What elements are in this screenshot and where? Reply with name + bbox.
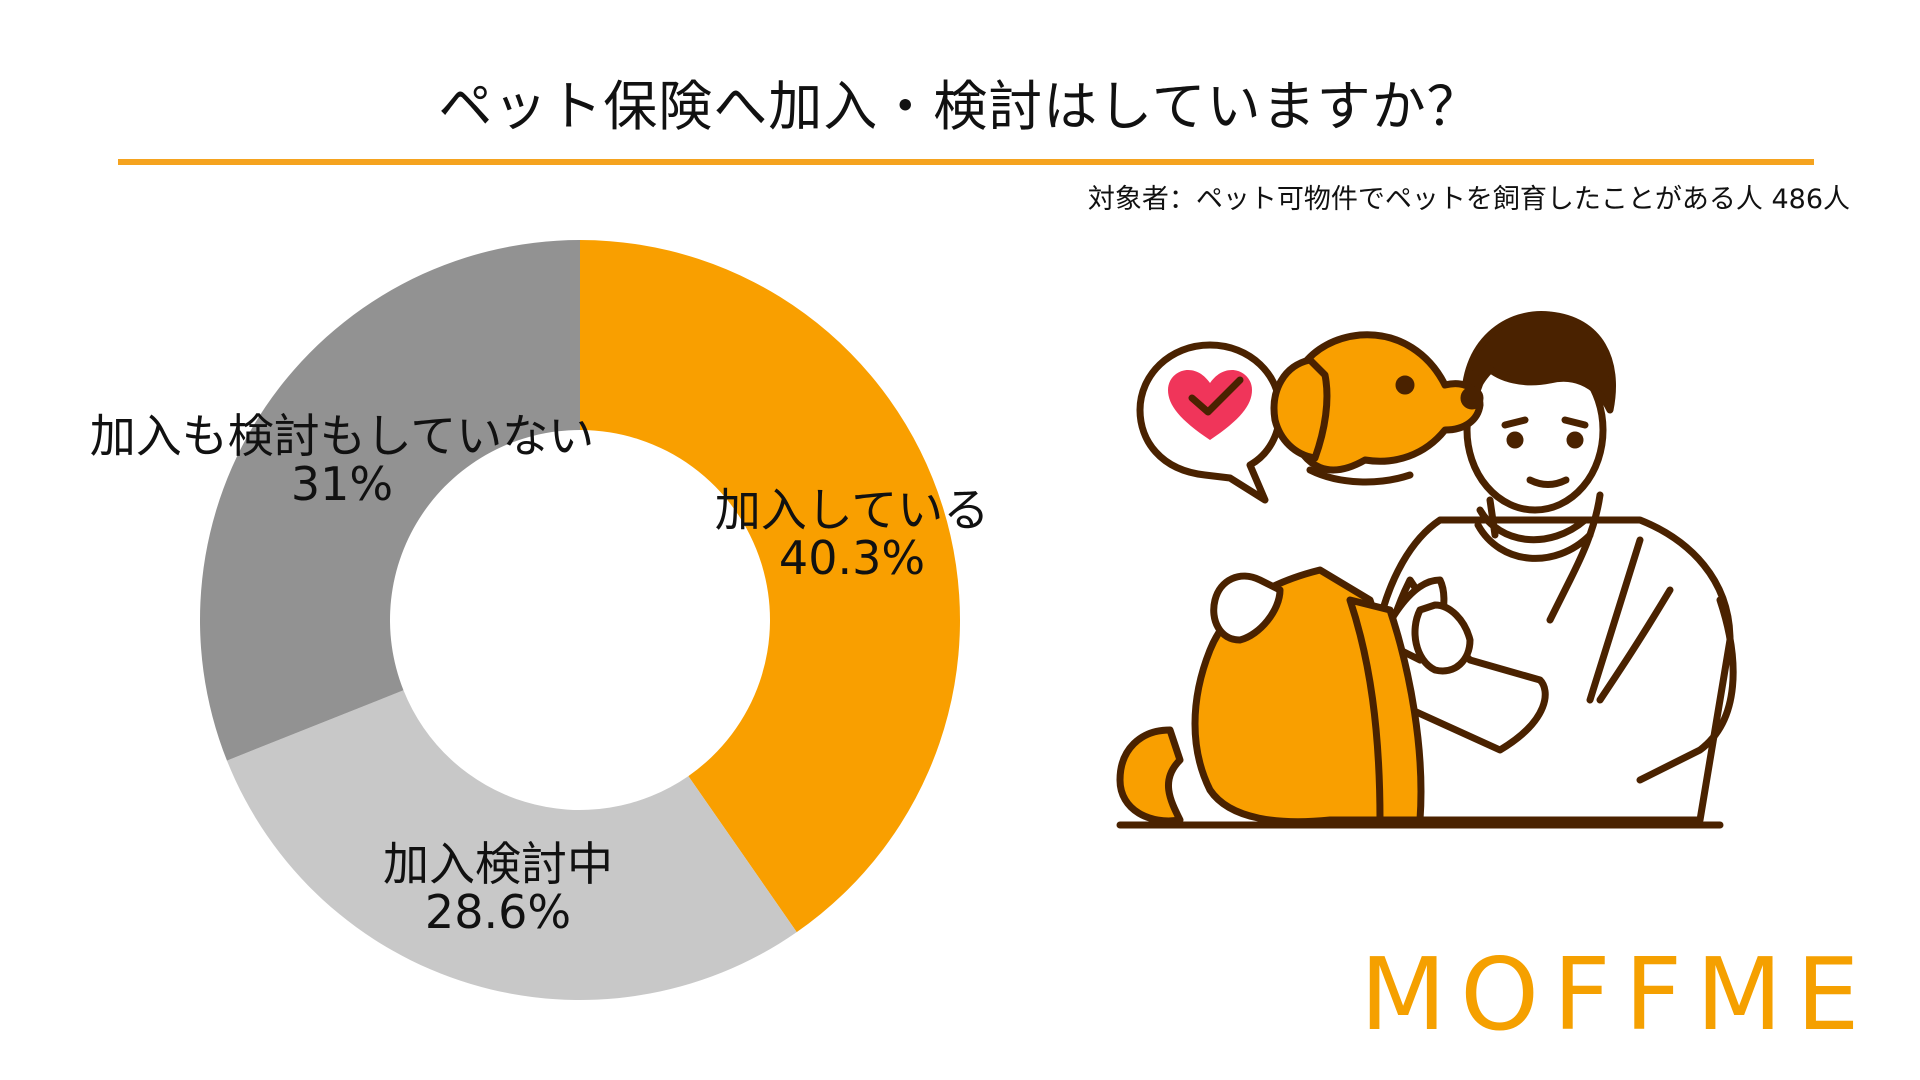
donut-chart — [199, 240, 961, 1001]
slice-joined — [580, 240, 961, 933]
slice-not-joined — [199, 240, 580, 761]
label-joined-name: 加入している — [714, 483, 990, 537]
label-not-joined: 加入も検討もしていない 31% — [90, 412, 595, 508]
label-considering: 加入検討中 28.6% — [383, 840, 613, 936]
check-icon — [1188, 376, 1244, 416]
survey-subject-note: 対象者：ペット可物件でペットを飼育したことがある人 486人 — [1087, 184, 1850, 215]
vet-with-dog-illustration — [1116, 310, 1737, 829]
slice-considering — [226, 690, 797, 1001]
label-joined: 加入している 40.3% — [715, 486, 990, 582]
label-joined-value: 40.3% — [778, 531, 926, 585]
chart-title: ペット保険へ加入・検討はしていますか？ — [438, 75, 1482, 138]
title-underline — [118, 159, 1814, 165]
label-considering-name: 加入検討中 — [383, 837, 613, 891]
label-considering-value: 28.6% — [424, 885, 572, 939]
label-not-joined-name: 加入も検討もしていない — [89, 409, 595, 463]
label-not-joined-value: 31% — [290, 457, 394, 511]
moffme-logo: MOFFME — [1360, 936, 1874, 1053]
